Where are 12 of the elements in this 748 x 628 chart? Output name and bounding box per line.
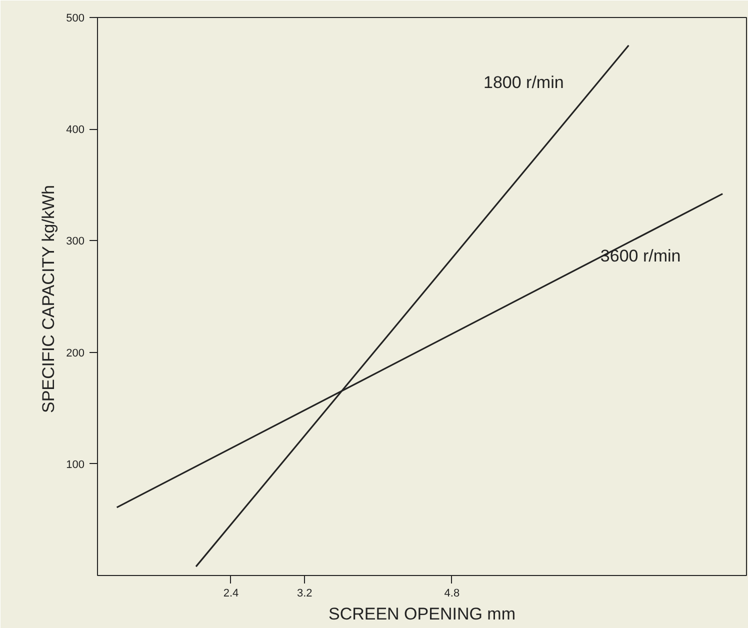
y-tick-label: 200 [66,347,85,360]
y-axis-title: SPECIFIC CAPACITY kg/kWh [39,185,58,413]
x-tick-label: 2.4 [223,588,239,600]
y-tick-label: 400 [66,124,85,136]
series-label: 1800 r/min [484,72,564,92]
x-tick-label: 3.2 [296,588,312,600]
series-label: 3600 r/min [600,246,681,266]
y-tick-label: 500 [66,12,85,24]
x-axis-title: SCREEN OPENING mm [328,604,516,624]
x-tick-label: 4.8 [444,588,460,600]
y-tick-label: 100 [66,458,85,471]
y-tick-label: 300 [66,236,85,248]
